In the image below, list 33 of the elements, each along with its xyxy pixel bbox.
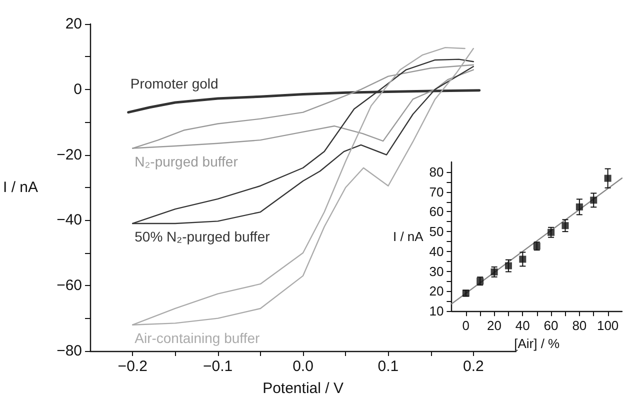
y-tick-label: 60: [429, 204, 444, 220]
x-tick-label: 0.0: [292, 358, 314, 375]
y-tick-label: 70: [429, 184, 444, 200]
x-tick-label: 80: [572, 318, 587, 334]
y-tick-label: −20: [56, 146, 82, 164]
x-tick-label: 0.1: [378, 358, 399, 375]
y-tick-label: 30: [429, 264, 444, 279]
x-tick-label: 0: [462, 318, 470, 334]
y-axis-title: I / nA: [392, 229, 424, 244]
y-tick-label: 40: [429, 244, 444, 259]
x-tick-label: 100: [596, 318, 619, 334]
x-tick-label: 40: [515, 318, 530, 334]
y-axis-title: I / nA: [2, 179, 38, 196]
y-tick-label: 0: [74, 80, 82, 98]
y-tick-label: −80: [56, 342, 82, 360]
x-tick-label: 20: [487, 318, 502, 334]
x-tick-label: 60: [544, 318, 558, 334]
series-label: Air-containing buffer: [134, 330, 260, 346]
x-axis-title: Potential / V: [262, 380, 344, 397]
y-tick-label: 50: [429, 224, 444, 240]
x-tick-label: −0.2: [118, 358, 148, 375]
y-tick-label: −60: [56, 277, 82, 294]
y-tick-label: 20: [65, 16, 82, 32]
series-label: Promoter gold: [130, 75, 218, 92]
y-tick-label: 20: [429, 284, 444, 299]
x-tick-label: −0.1: [203, 358, 233, 375]
series-label: 50% N₂-purged buffer: [134, 228, 270, 244]
y-tick-label: 10: [429, 304, 444, 319]
y-tick-label: −40: [56, 212, 82, 229]
y-tick-label: 80: [429, 164, 444, 180]
x-tick-label: 0.2: [462, 358, 484, 375]
x-axis-title: [Air] / %: [514, 336, 560, 351]
series-label: N₂-purged buffer: [134, 153, 238, 170]
